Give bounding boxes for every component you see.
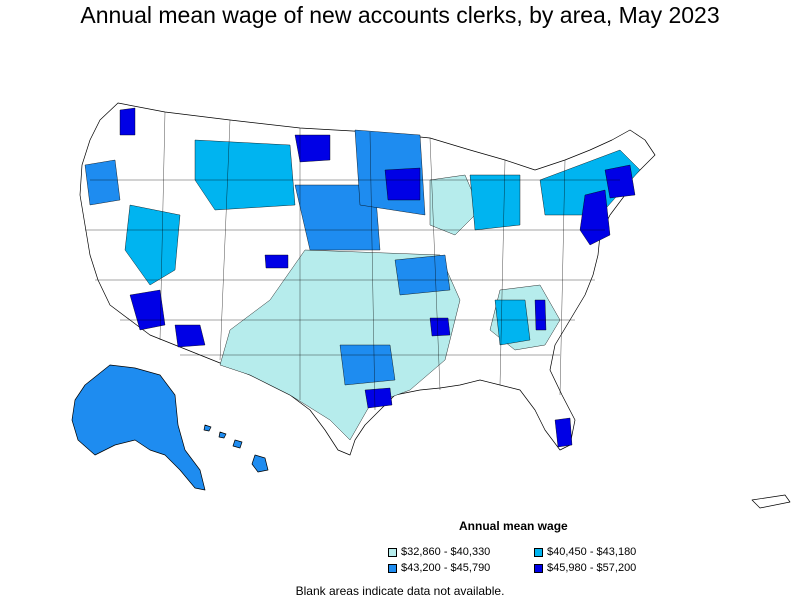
region-high-wage <box>119 107 136 136</box>
region-upper-wage <box>294 184 381 251</box>
region-high-wage <box>174 324 206 348</box>
legend-title: Annual mean wage <box>459 519 568 533</box>
alaska-outline <box>71 364 206 491</box>
hawaii-island <box>232 439 243 449</box>
region-high-wage <box>294 134 331 163</box>
hawaii-island <box>218 431 227 439</box>
region-mid-wage <box>494 299 531 346</box>
region-high-wage <box>554 417 573 448</box>
hawaii-island <box>251 454 269 473</box>
region-high-wage <box>264 254 289 269</box>
region-upper-wage <box>339 344 396 386</box>
region-high-wage <box>364 387 393 409</box>
legend-item-1: $32,860 - $40,330 <box>388 546 490 558</box>
legend-label: $32,860 - $40,330 <box>401 546 491 558</box>
region-high-wage <box>384 167 421 201</box>
legend-item-3: $43,200 - $45,790 <box>388 562 490 574</box>
region-mid-wage <box>469 174 521 231</box>
puerto-rico <box>751 494 791 509</box>
region-high-wage <box>534 299 547 331</box>
region-high-wage <box>579 189 611 246</box>
region-low-wage <box>429 174 481 236</box>
region-mid-wage <box>194 139 296 211</box>
legend-label: $43,200 - $45,790 <box>401 562 491 574</box>
region-high-wage <box>429 317 451 337</box>
footnote: Blank areas indicate data not available. <box>295 584 505 598</box>
legend-item-4: $45,980 - $57,200 <box>534 562 636 574</box>
region-upper-wage <box>394 254 451 296</box>
legend-swatch <box>534 547 543 557</box>
legend-swatch <box>388 563 397 573</box>
legend-item-2: $40,450 - $43,180 <box>534 546 636 558</box>
region-upper-wage <box>84 159 121 206</box>
region-mid-wage <box>124 204 181 286</box>
legend-label: $40,450 - $43,180 <box>547 546 637 558</box>
legend-swatch <box>388 547 397 557</box>
map-title: Annual mean wage of new accounts clerks,… <box>80 2 720 28</box>
hawaii-island <box>203 424 212 432</box>
legend-label: $45,980 - $57,200 <box>547 562 637 574</box>
legend-swatch <box>534 563 543 573</box>
region-high-wage <box>604 164 636 199</box>
